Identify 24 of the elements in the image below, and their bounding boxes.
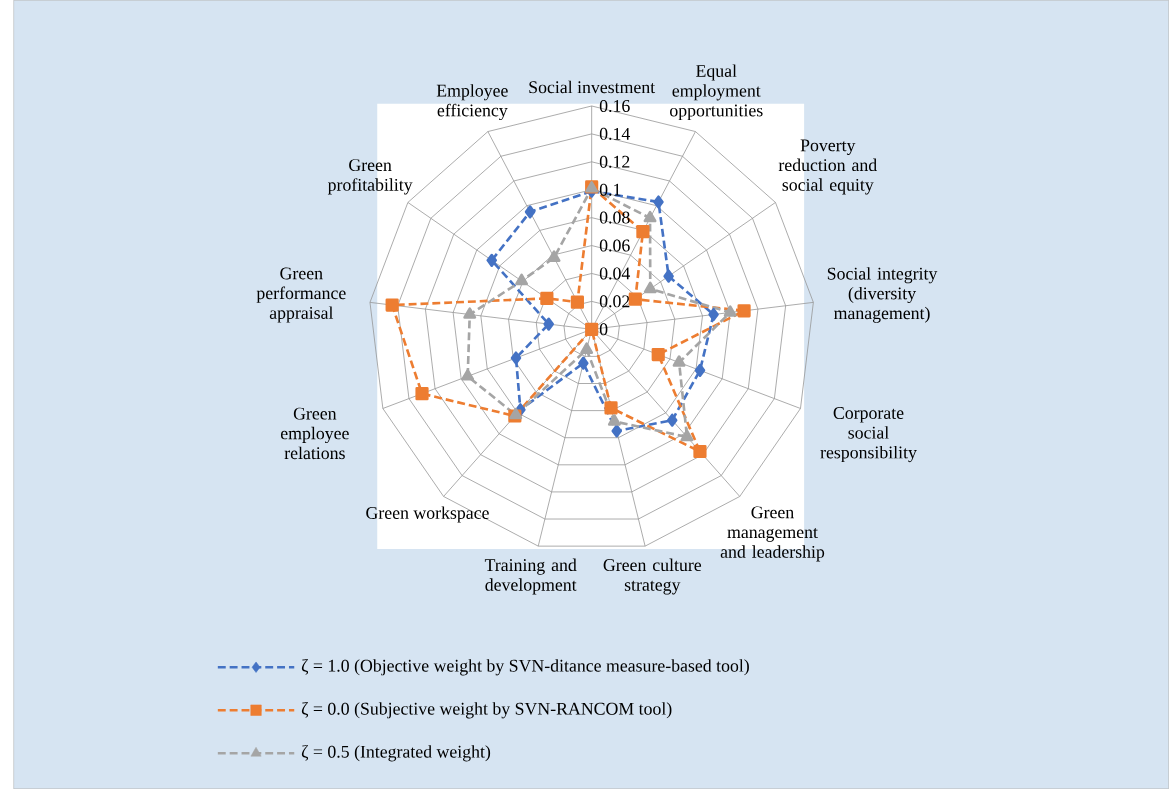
spoke-label: Green performance appraisal bbox=[256, 267, 346, 323]
spoke-label: Poverty reduction and social equity bbox=[778, 139, 877, 195]
y-tick-label: 0.04 bbox=[599, 267, 631, 280]
spoke-label: Corporate social responsibility bbox=[820, 406, 917, 463]
legend-label: ζ = 0.0 (Subjective weight by SVN-RANCOM tool) bbox=[301, 702, 672, 719]
spoke-label: Employee efficiency bbox=[436, 84, 508, 121]
spoke-label: Social investment bbox=[529, 80, 656, 94]
y-tick-label: 0.16 bbox=[599, 99, 630, 112]
spoke-label: Training and development bbox=[484, 558, 577, 595]
spoke-label: Social integrity (diversity management) bbox=[827, 267, 938, 323]
spoke-label: Green profitability bbox=[327, 159, 413, 195]
spoke-label: Green management and leadership bbox=[720, 506, 825, 562]
y-tick-label: 0 bbox=[599, 323, 608, 336]
y-tick-label: 0.08 bbox=[599, 211, 630, 224]
spoke-label: Green culture strategy bbox=[603, 558, 702, 595]
legend-label: ζ = 1.0 (Objective weight by SVN-ditance measure-based tool) bbox=[301, 659, 749, 676]
y-tick-label: 0.14 bbox=[599, 127, 631, 140]
y-tick-label: 0.1 bbox=[599, 183, 621, 196]
spoke-label: Green workspace bbox=[366, 506, 489, 523]
spoke-label: Green employee relations bbox=[280, 407, 349, 460]
spoke-label: Equal employment opportunities bbox=[670, 64, 763, 121]
y-tick-label: 0.12 bbox=[599, 155, 630, 168]
y-tick-label: 0.06 bbox=[599, 239, 630, 252]
legend-label: ζ = 0.5 (Integrated weight) bbox=[301, 745, 491, 762]
